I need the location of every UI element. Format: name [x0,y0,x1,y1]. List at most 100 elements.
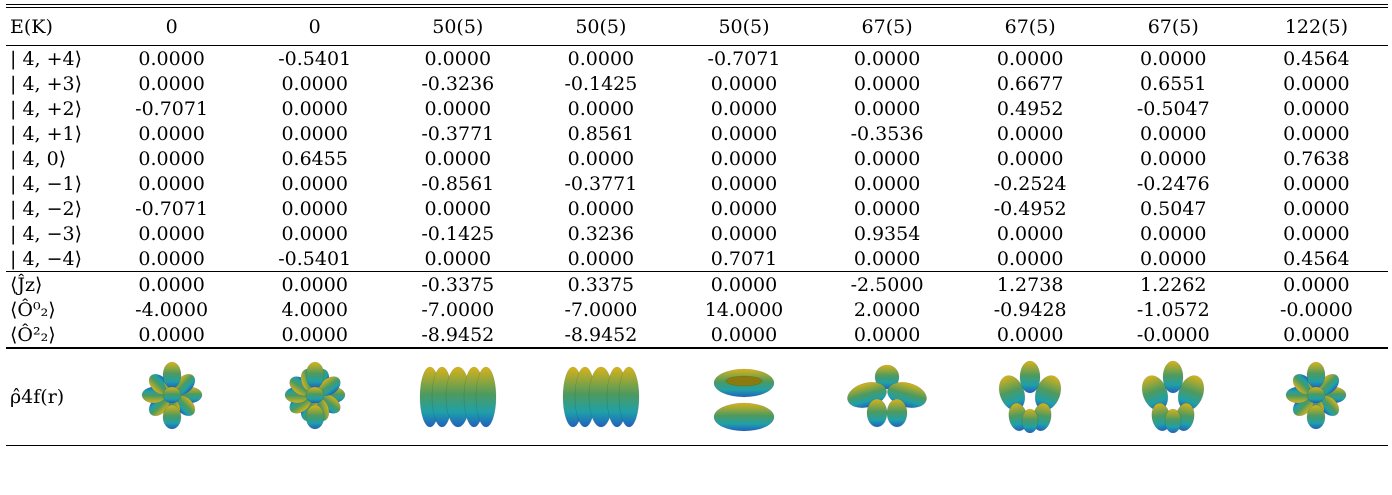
coefficient-cell: 0.0000 [281,97,348,120]
basis-state-row: | 4, −3⟩ 0.0000 0.0000 -0.1425 0.3236 0.0000 0… [6,221,1388,246]
coefficient-cell: 0.6455 [281,147,348,170]
orbital-density-cell [815,348,959,446]
orbital-density-row: ρ̂4f(r) [6,348,1388,446]
coefficient-cell: 0.0000 [138,172,205,195]
coefficient-cell: 0.0000 [1140,47,1207,70]
coefficient-cell: 0.0000 [710,197,778,220]
coefficient-cell: 0.0000 [853,72,921,95]
expectation-cell: 0.0000 [672,322,816,349]
expectation-cell: 0.0000 [1244,271,1388,297]
coefficient-cell: 0.0000 [424,247,492,270]
expectation-cell: -8.9452 [386,322,530,349]
coefficient-cell: -0.7071 [707,47,781,70]
energy-header-cell: 122(5) [1244,4,1388,46]
orbital-density-plot [1286,361,1347,430]
basis-state-row: | 4, −4⟩ 0.0000 -0.5401 0.0000 0.0000 0.7071 0… [6,246,1388,272]
coefficient-cell: -0.3236 [421,72,495,95]
energy-header-cell: 50(5) [672,4,816,46]
coefficient-cell: 0.0000 [138,122,205,145]
expectation-cell: 4.0000 [281,298,348,321]
coefficient-cell: 0.0000 [1140,247,1207,270]
coefficient-cell: 0.0000 [710,122,778,145]
expectation-label: ⟨Ĵz⟩ [6,271,101,297]
energy-header-cell: 50(5) [386,4,530,46]
orbital-density-plot [419,366,497,428]
coefficient-cell: 0.9354 [853,222,921,245]
orbital-density-plot [141,361,202,430]
expectation-cell: -0.9428 [993,298,1067,321]
coefficient-cell: 0.0000 [138,247,205,270]
expectation-cell: -8.9452 [529,322,673,349]
coefficient-cell: 0.0000 [1283,122,1350,145]
orbital-density-cell [386,348,530,446]
coefficient-cell: 0.0000 [1140,122,1207,145]
expectation-cell: 1.2738 [958,271,1102,297]
coefficient-cell: -0.2524 [993,172,1067,195]
expectation-cell: -7.0000 [564,298,638,321]
expectation-row: ⟨Ĵz⟩ 0.0000 0.0000 -0.3375 0.3375 0.0000 -2.50… [6,271,1388,297]
coefficient-cell: 0.0000 [853,247,921,270]
basis-state-row: | 4, +1⟩ 0.0000 0.0000 -0.3771 0.8561 0.0000 -… [6,121,1388,146]
basis-state-label: | 4, −1⟩ [10,172,83,195]
coefficient-cell: 0.7071 [710,247,778,270]
coefficient-cell: 0.0000 [996,222,1064,245]
expectation-cell: -0.0000 [1101,322,1245,349]
coefficient-cell: 0.0000 [567,197,635,220]
coefficient-cell: 0.0000 [424,147,492,170]
coefficient-cell: 0.3236 [567,222,635,245]
coefficient-cell: 0.0000 [1283,97,1350,120]
coefficient-cell: 0.0000 [710,147,778,170]
coefficient-cell: 0.0000 [710,222,778,245]
orbital-density-cell [529,348,673,446]
basis-state-label: | 4, −3⟩ [10,222,83,245]
basis-state-label: | 4, +3⟩ [10,72,83,95]
orbital-density-plot [999,360,1062,434]
coefficient-cell: 0.0000 [567,247,635,270]
expectation-cell: 2.0000 [853,298,921,321]
orbital-density-plot [713,368,775,432]
coefficient-cell: 0.0000 [710,97,778,120]
coefficient-cell: 0.0000 [138,72,205,95]
orbital-density-plot [1142,360,1205,434]
coefficient-cell: 0.0000 [138,47,205,70]
coefficient-cell: 0.0000 [1283,172,1350,195]
coefficient-cell: 0.7638 [1283,147,1350,170]
coefficient-cell: -0.5401 [278,47,352,70]
coefficient-cell: 0.0000 [853,47,921,70]
basis-state-row: | 4, +2⟩ -0.7071 0.0000 0.0000 0.0000 0.0000 0… [6,96,1388,121]
basis-state-label: | 4, +1⟩ [10,122,83,145]
orbital-density-cell [100,348,244,446]
coefficient-cell: 0.0000 [996,247,1064,270]
coefficient-cell: 0.0000 [567,47,635,70]
coefficient-cell: 0.0000 [996,122,1064,145]
basis-state-row: | 4, −1⟩ 0.0000 0.0000 -0.8561 -0.3771 0.0000… [6,171,1388,196]
coefficient-cell: 0.0000 [853,172,921,195]
basis-state-label: | 4, +2⟩ [10,97,83,120]
coefficient-cell: 0.0000 [1140,147,1207,170]
expectation-label: ⟨Ô⁰₂⟩ [10,298,56,321]
basis-state-label: | 4, +4⟩ [10,47,83,70]
coefficient-cell: 0.0000 [853,197,921,220]
coefficient-cell: -0.8561 [421,172,495,195]
coefficient-cell: -0.1425 [421,222,495,245]
coefficient-cell: 0.0000 [1283,222,1350,245]
coefficient-cell: 0.0000 [853,97,921,120]
orbital-density-cell [243,348,387,446]
coefficient-cell: 0.0000 [710,72,778,95]
coefficient-cell: -0.3536 [850,122,924,145]
orbital-density-cell [1101,348,1245,446]
orbital-density-label: ρ̂4f(r) [6,348,101,446]
coefficient-cell: -0.3771 [564,172,638,195]
energy-header-cell: 0 [100,4,244,46]
expectation-cell: 0.0000 [958,322,1102,349]
coefficient-cell: 0.0000 [281,197,348,220]
wavefunction-table: E(K) 0 0 50(5) 50(5) 50(5) 67(5) 67(5) 6… [6,4,1388,446]
energy-header-cell: 0 [243,4,387,46]
energy-header-cell: 67(5) [1101,4,1245,46]
expectation-cell: 0.0000 [100,271,244,297]
coefficient-cell: 0.0000 [424,47,492,70]
expectation-cell: -4.0000 [135,298,209,321]
energy-header-label: E(K) [6,4,101,46]
coefficient-cell: 0.0000 [138,147,205,170]
expectation-cell: 0.0000 [100,322,244,349]
